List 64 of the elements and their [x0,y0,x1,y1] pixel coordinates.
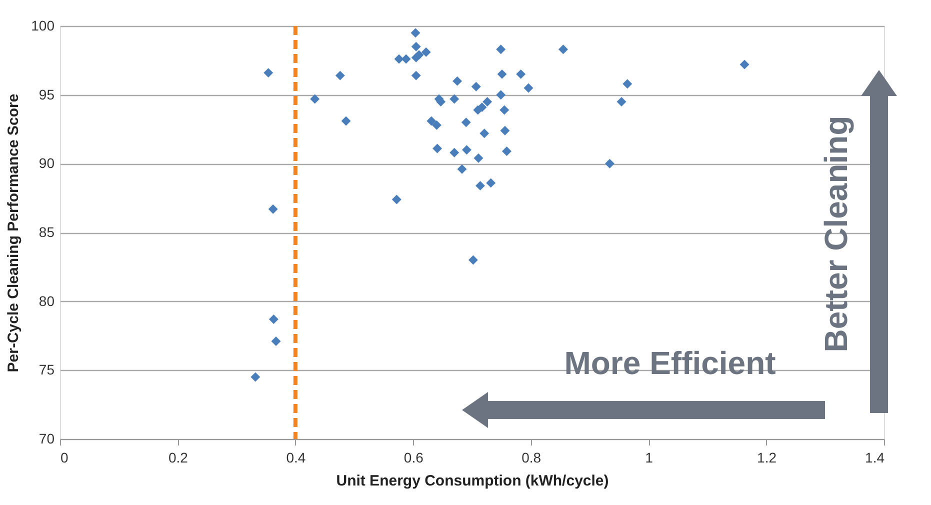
point [740,60,750,70]
x-tick-label: 0.6 [404,450,424,466]
point [496,90,506,100]
point [264,68,274,78]
y-tick-label: 85 [38,224,55,240]
point [392,194,402,204]
point [457,164,467,174]
point [471,82,481,92]
point [268,204,278,214]
point [450,94,460,104]
point [450,148,460,158]
point [604,158,614,168]
point [500,105,510,115]
point [473,105,483,115]
point [616,96,626,106]
point [335,70,345,80]
point [411,42,421,52]
point [341,116,351,126]
x-tick-label: 0.4 [286,450,306,466]
y-tick-label: 100 [31,18,55,34]
point [394,54,404,64]
x-tick-label: 1 [645,450,654,466]
point [474,153,484,163]
annotation: Better Cleaning [818,116,854,352]
point [426,116,436,126]
point [401,54,411,64]
point [496,44,506,54]
point [452,76,462,86]
point [524,83,534,93]
y-tick-label: 75 [38,362,55,378]
x-axis-title: Unit Energy Consumption (kWh/cycle) [336,472,609,490]
point [411,52,421,62]
point [558,44,568,54]
point [468,255,478,265]
x-tick-label: 1.2 [757,450,777,466]
x-tick-label: 0 [60,450,68,466]
point [497,69,507,79]
point [271,336,281,346]
point [480,128,490,138]
y-tick-label: 90 [38,155,55,172]
point [486,178,496,188]
point [502,146,512,156]
point [462,145,472,155]
point [516,69,526,79]
point [268,314,278,324]
x-tick-label: 0.2 [168,450,188,466]
point [411,70,421,80]
point [421,47,431,57]
point [432,120,442,130]
x-tick-label: 1.4 [865,450,885,466]
point [250,372,260,382]
y-tick-label: 80 [38,292,55,309]
point [310,94,320,104]
point [461,118,471,128]
x-tick-label: 0.8 [522,450,542,466]
y-tick-label: 95 [38,86,55,102]
point [622,79,632,89]
point [432,144,442,154]
y-axis-title: Per-Cycle Cleaning Performance Score [5,94,22,372]
point [482,96,492,106]
y-tick-label: 70 [38,430,55,446]
point [500,126,510,136]
point [410,28,420,38]
point [475,180,485,190]
